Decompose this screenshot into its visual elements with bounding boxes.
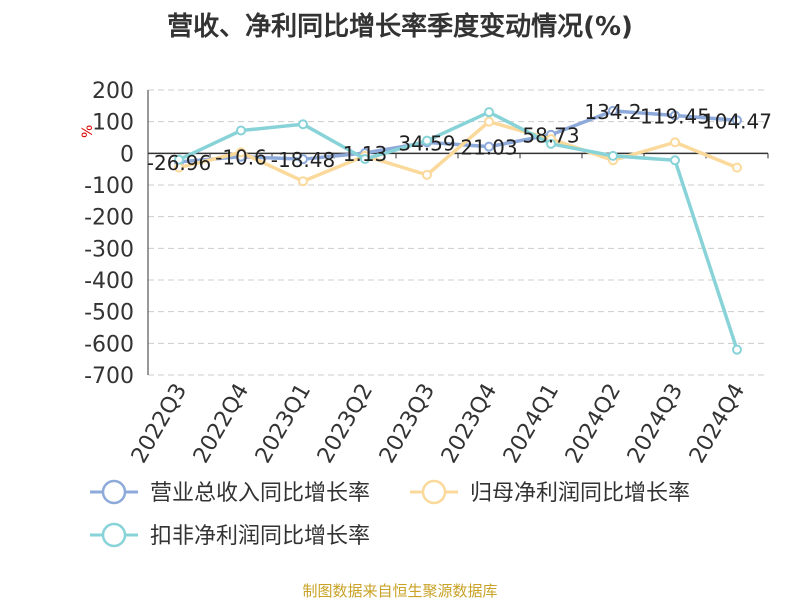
- data-point: [670, 137, 680, 148]
- data-point: [298, 154, 308, 165]
- data-point: [608, 150, 618, 161]
- x-tick-label: 2024Q3: [623, 380, 688, 468]
- legend-item-3[interactable]: 扣非净利润同比增长率: [90, 522, 370, 549]
- data-source-note: 制图数据来自恒生聚源数据库: [302, 582, 498, 600]
- x-tick-label: 2022Q3: [127, 380, 192, 468]
- data-label: -18.48: [271, 148, 335, 172]
- series-lines: [174, 105, 742, 355]
- series-line-2: [178, 119, 738, 183]
- y-tick-label: -100: [84, 174, 134, 199]
- legend-circle-icon: [101, 522, 127, 548]
- data-label: 1.13: [343, 142, 388, 166]
- data-label: -10.6: [215, 146, 267, 170]
- data-point: [546, 138, 556, 149]
- data-label: 21.03: [460, 136, 517, 160]
- y-tick-label: -600: [84, 332, 134, 357]
- data-point: [608, 105, 618, 116]
- y-tick-label: -700: [84, 364, 134, 389]
- data-labels: -26.96 -10.6 -18.48 1.13 34.59 21.03 58.73134.…: [147, 100, 772, 175]
- x-tick-label: 2024Q4: [685, 380, 750, 468]
- data-point: [670, 110, 680, 121]
- y-axis-unit: %: [80, 125, 96, 138]
- data-label: 134.2: [584, 100, 641, 124]
- data-point: [422, 135, 432, 146]
- data-label: 104.47: [702, 109, 772, 133]
- x-tick-label: 2023Q4: [437, 380, 502, 468]
- x-tick-label: 2023Q1: [251, 380, 316, 468]
- y-tick-label: 0: [120, 142, 134, 167]
- legend-item-2[interactable]: 归母净利润同比增长率: [410, 479, 690, 506]
- grid: [148, 89, 768, 376]
- data-label: 58.73: [522, 124, 579, 148]
- data-point: [298, 176, 308, 187]
- y-tick-label: -500: [84, 301, 134, 326]
- x-tick-label: 2022Q4: [189, 380, 254, 468]
- legend-item-1[interactable]: 营业总收入同比增长率: [90, 479, 370, 506]
- data-point: [484, 116, 494, 127]
- y-tick-label: 100: [92, 111, 134, 136]
- y-tick-label: -200: [84, 206, 134, 231]
- y-tick-label: -300: [84, 237, 134, 262]
- data-label: 34.59: [398, 131, 455, 155]
- data-point: [174, 154, 184, 165]
- x-tick-label: 2024Q1: [499, 380, 564, 468]
- data-point: [484, 107, 494, 118]
- x-tick-label: 2024Q2: [561, 380, 626, 468]
- y-tick-label: -400: [84, 269, 134, 294]
- legend-circle-icon: [101, 479, 127, 505]
- data-point: [422, 169, 432, 180]
- series-line-3: [178, 110, 739, 351]
- data-point: [670, 155, 680, 166]
- series-line-1: [178, 109, 738, 164]
- x-tick-label: 2023Q3: [375, 380, 440, 468]
- data-point: [732, 162, 742, 173]
- data-point: [236, 147, 246, 158]
- y-tick-label: 200: [92, 79, 134, 104]
- x-tick-label: 2023Q2: [313, 380, 378, 468]
- chart-title: 营收、净利同比增长率季度变动情况(%): [167, 12, 633, 42]
- data-point: [298, 119, 308, 130]
- data-point: [360, 154, 370, 165]
- data-point: [732, 344, 742, 355]
- legend-label: 扣非净利润同比增长率: [150, 524, 370, 549]
- data-point: [732, 115, 742, 126]
- legend-circle-icon: [421, 479, 447, 505]
- legend-label: 归母净利润同比增长率: [470, 481, 690, 506]
- data-point: [236, 125, 246, 136]
- data-label: 119.45: [640, 105, 710, 129]
- data-point: [484, 141, 494, 152]
- data-label: -26.96: [147, 151, 211, 175]
- legend-label: 营业总收入同比增长率: [150, 481, 370, 506]
